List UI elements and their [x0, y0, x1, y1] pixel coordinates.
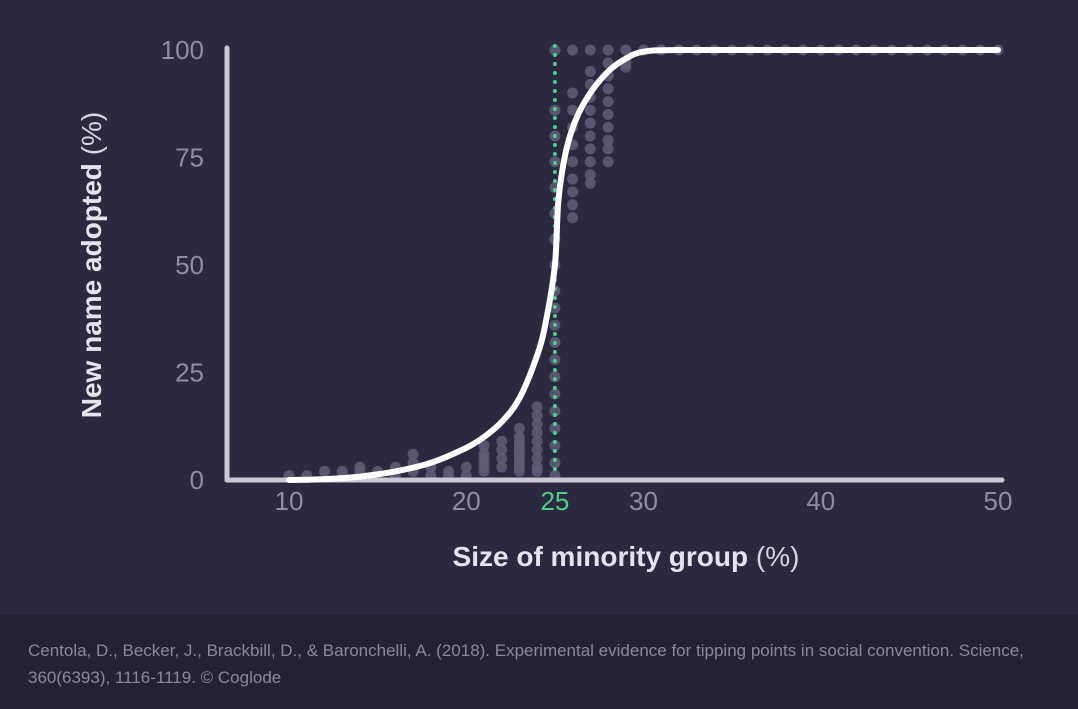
data-point [567, 199, 579, 211]
data-point [602, 143, 614, 155]
data-point [496, 444, 508, 456]
chart-area: 10 20 25 30 40 50 0 25 50 75 100 Size of minority… [76, 35, 1013, 572]
x-tick-label: 40 [806, 486, 835, 516]
data-point [460, 461, 472, 473]
data-point [336, 465, 348, 477]
data-point [496, 435, 508, 447]
data-point [407, 448, 419, 460]
y-tick-labels: 0 25 50 75 100 [161, 35, 204, 495]
data-point [584, 130, 596, 142]
data-point [549, 440, 561, 452]
data-point [531, 444, 543, 456]
data-point [549, 422, 561, 434]
axes [224, 45, 1005, 483]
data-point [549, 44, 561, 56]
data-point [496, 461, 508, 473]
data-point [584, 169, 596, 181]
data-point [602, 156, 614, 168]
data-point [531, 453, 543, 464]
fitted-curve [286, 46, 1001, 483]
y-tick-label: 100 [161, 35, 204, 65]
data-point [584, 156, 596, 168]
scatter-points [283, 44, 1004, 482]
data-point [602, 109, 614, 120]
data-point [478, 465, 490, 477]
data-point [496, 453, 508, 464]
chart-svg: 10 20 25 30 40 50 0 25 50 75 100 Size of minority… [76, 35, 1013, 572]
data-point [602, 134, 614, 146]
data-point [602, 121, 614, 133]
data-point [549, 457, 561, 469]
data-point [567, 173, 579, 185]
data-point [567, 212, 579, 224]
x-tick-labels: 10 20 25 30 40 50 [275, 486, 1013, 516]
data-point [620, 44, 632, 56]
x-axis-title: Size of minority group (%) [453, 541, 800, 572]
y-tick-label: 0 [190, 465, 204, 495]
data-point [602, 44, 614, 56]
y-tick-label: 50 [175, 250, 204, 280]
data-point [567, 104, 579, 116]
x-tick-label: 10 [275, 486, 304, 516]
y-axis-title-bold: New name adopted [76, 163, 107, 418]
data-point [549, 405, 561, 417]
x-tick-label: 25 [540, 486, 569, 516]
x-tick-label: 50 [984, 486, 1013, 516]
data-point [531, 410, 543, 421]
data-point [319, 465, 330, 477]
data-point [584, 117, 596, 129]
x-tick-label: 30 [629, 486, 658, 516]
data-point [584, 66, 596, 77]
x-axis-title-bold: Size of minority group [453, 541, 749, 572]
data-point [584, 143, 596, 155]
x-tick-label: 20 [452, 486, 481, 516]
data-point [584, 177, 596, 189]
data-point [549, 371, 561, 383]
data-point [567, 44, 579, 56]
data-point [531, 418, 543, 430]
data-point [584, 44, 596, 56]
data-point [602, 83, 614, 95]
data-point [513, 465, 525, 477]
data-point [531, 465, 543, 477]
y-tick-label: 25 [175, 358, 204, 388]
data-point [513, 422, 525, 434]
data-point [549, 388, 561, 400]
y-axis-title-unit: (%) [76, 112, 107, 156]
x-axis-title-unit [748, 541, 756, 572]
y-tick-label: 75 [175, 143, 204, 173]
data-point [531, 435, 543, 447]
data-point [531, 401, 543, 413]
data-point [531, 427, 543, 439]
citation-text: Centola, D., Becker, J., Brackbill, D., … [28, 641, 1024, 687]
data-point [478, 440, 490, 452]
data-point [567, 186, 579, 198]
footer: Centola, D., Becker, J., Brackbill, D., … [0, 615, 1078, 709]
y-axis-title: New name adopted (%) [76, 112, 107, 419]
data-point [584, 104, 596, 116]
data-point [567, 156, 579, 168]
data-point [567, 87, 579, 99]
x-axis-title-unit-text: (%) [756, 541, 800, 572]
data-point [620, 61, 632, 73]
y-axis-title-space [76, 155, 107, 163]
data-point [602, 96, 614, 108]
